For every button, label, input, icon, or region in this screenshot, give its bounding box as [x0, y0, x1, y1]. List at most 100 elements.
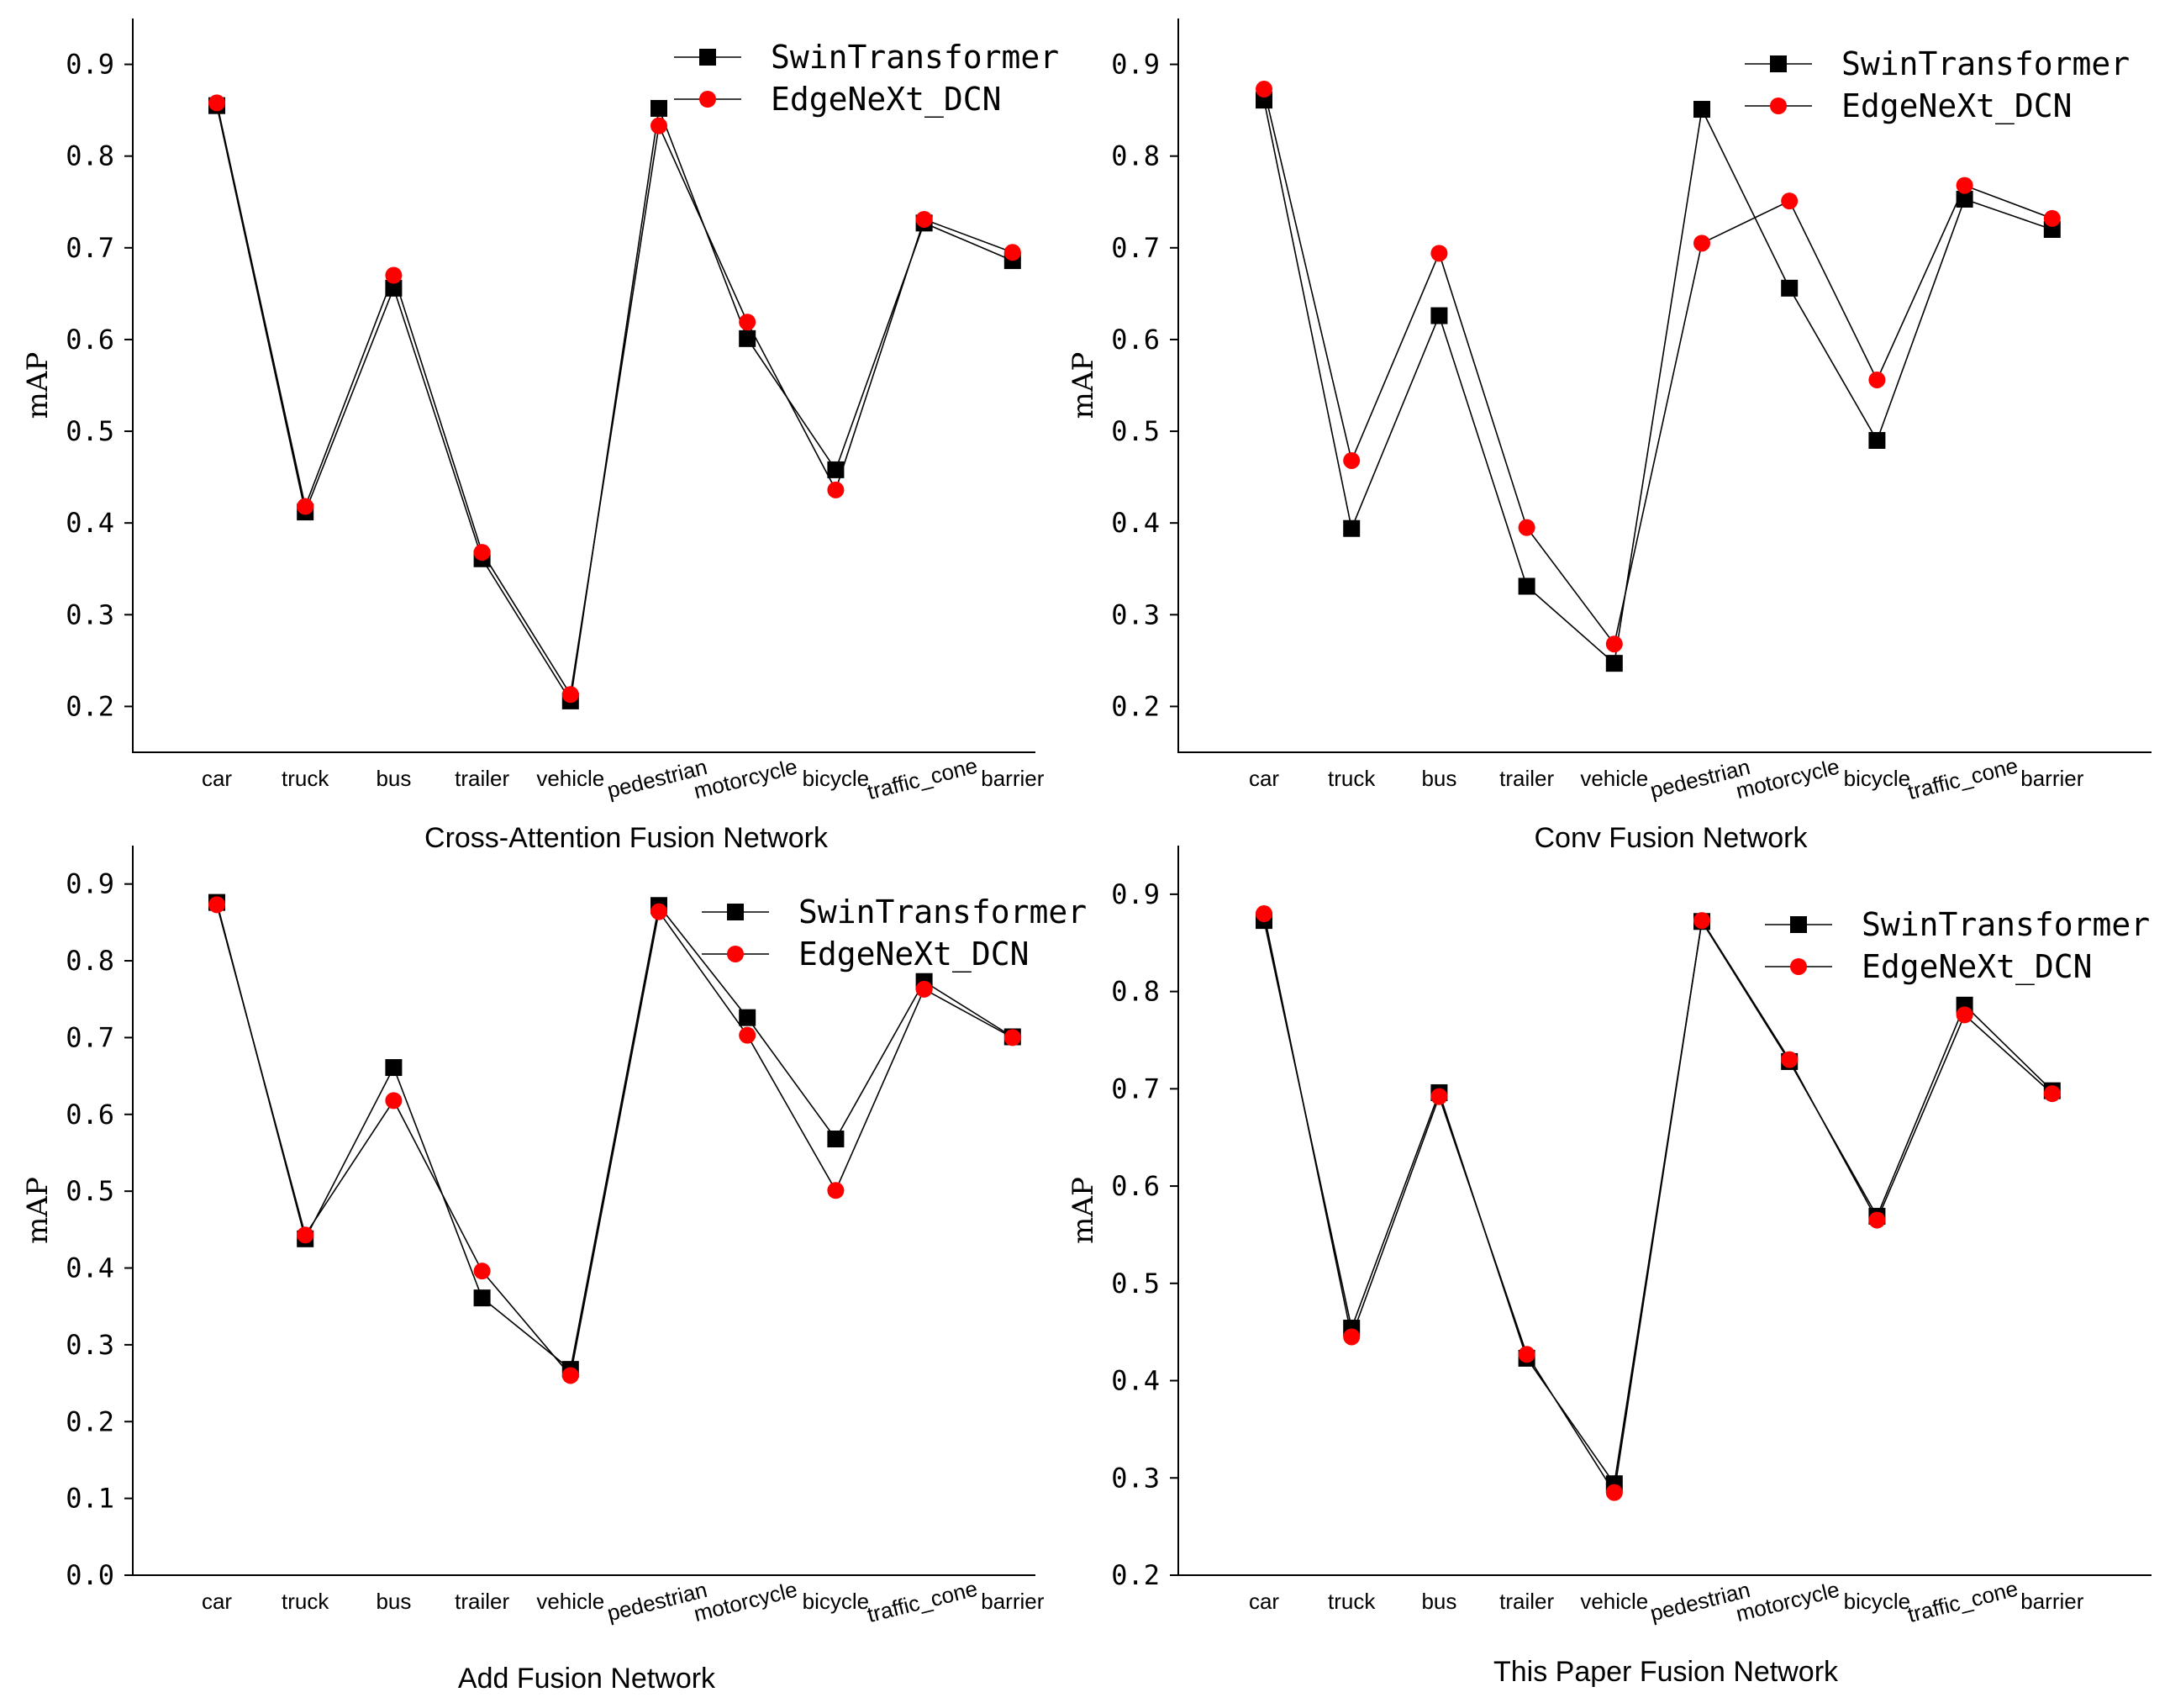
data-point-s2-8	[827, 481, 845, 498]
y-tick-label: 0.3	[1111, 1462, 1160, 1494]
y-tick-label: 0.2	[1111, 1559, 1160, 1591]
y-axis-label: mAP	[1067, 1177, 1100, 1244]
y-tick-label: 0.7	[1111, 1073, 1160, 1104]
data-point-s2-9	[1956, 177, 1973, 194]
data-point-s2-5	[1605, 1484, 1623, 1501]
series-line-1	[216, 902, 1014, 1371]
data-point-s2-9	[915, 210, 933, 228]
y-tick-label: 0.8	[1111, 976, 1160, 1008]
chart-panel-1: 0.2 0.3 0.4 0.5 0.6 0.7 0.8 0.9 mAP car truck bus tr…	[21, 18, 1059, 854]
y-tick-label: 0.9	[66, 868, 114, 900]
chart-title: Add Fusion Network	[458, 1663, 716, 1695]
data-point-s2-8	[827, 1182, 845, 1199]
x-tick-label-traffic-cone: traffic_cone	[1905, 1576, 2020, 1628]
chart-title: This Paper Fusion Network	[1493, 1656, 1839, 1688]
y-tick-label: 0.1	[66, 1483, 114, 1515]
chart-panel-2: 0.2 0.3 0.4 0.5 0.6 0.7 0.8 0.9 mAP car truck bus tr…	[1067, 18, 2152, 854]
legend-entry: SwinTransformer	[771, 39, 1059, 76]
x-tick-label-car: car	[1249, 766, 1279, 791]
x-tick-label-motorcycle: motorcycle	[1733, 754, 1841, 804]
legend-marker	[699, 49, 716, 66]
x-tick-label-traffic-cone: traffic_cone	[865, 753, 980, 805]
data-point-s1-7	[739, 1009, 756, 1026]
x-tick-label-truck: truck	[1328, 1589, 1376, 1614]
chart-panel-3: 0.0 0.1 0.2 0.3 0.4 0.5 0.6 0.7 0.8 0.9 mAP car truc…	[21, 846, 1087, 1695]
x-tick-label-trailer: trailer	[455, 1589, 509, 1614]
chart-title: Conv Fusion Network	[1534, 822, 1808, 854]
data-point-s1-7	[739, 329, 756, 347]
x-tick-label-motorcycle: motorcycle	[691, 1577, 799, 1627]
legend-marker	[727, 904, 744, 920]
y-tick-label: 0.4	[66, 507, 114, 539]
data-point-s1-9	[1956, 190, 1973, 208]
y-tick-label: 0.6	[1111, 1170, 1160, 1202]
series-line-2	[216, 103, 1014, 697]
x-tick-label-bicycle: bicycle	[803, 1589, 869, 1614]
data-point-s2-3	[385, 266, 403, 284]
y-tick-label: 0.3	[1111, 598, 1160, 630]
y-tick-label: 0.5	[1111, 1268, 1160, 1299]
series-line-1	[1263, 99, 2053, 665]
data-point-s2-4	[1518, 1346, 1535, 1363]
data-point-s2-1	[1256, 81, 1272, 98]
legend-entry: EdgeNeXt_DCN	[771, 81, 1002, 119]
data-point-s2-4	[473, 544, 491, 561]
y-tick-label: 0.7	[1111, 232, 1160, 264]
data-point-s2-4	[1518, 519, 1535, 536]
data-point-s2-5	[561, 686, 579, 704]
data-point-s2-3	[1430, 1088, 1448, 1105]
x-tick-label-motorcycle: motorcycle	[1733, 1577, 1841, 1627]
data-point-s1-2	[1343, 519, 1361, 537]
y-tick-label: 0.8	[1111, 140, 1160, 172]
y-tick-label: 0.6	[1111, 324, 1160, 356]
y-tick-label: 0.5	[66, 415, 114, 447]
data-point-s2-3	[385, 1092, 403, 1110]
data-point-s2-6	[1693, 235, 1710, 252]
legend-marker	[1790, 958, 1807, 975]
y-axis-label: mAP	[21, 352, 55, 419]
data-point-s2-10	[1003, 1029, 1021, 1046]
x-tick-label-motorcycle: motorcycle	[691, 754, 799, 804]
data-point-s2-7	[739, 1026, 756, 1044]
y-axis-label: mAP	[1067, 352, 1100, 419]
y-axis-label: mAP	[21, 1177, 55, 1244]
x-tick-label-bicycle: bicycle	[1844, 766, 1910, 791]
y-tick-label: 0.6	[66, 1099, 114, 1131]
x-tick-label-trailer: trailer	[455, 766, 509, 791]
chart-title: Cross-Attention Fusion Network	[424, 822, 829, 854]
legend-marker	[727, 946, 744, 962]
chart-panel-4: 0.2 0.3 0.4 0.5 0.6 0.7 0.8 0.9 mAP car truck bus tr…	[1067, 846, 2152, 1688]
x-tick-label-barrier: barrier	[2020, 766, 2083, 791]
x-tick-label-trailer: trailer	[1499, 1589, 1554, 1614]
x-tick-label-car: car	[1249, 1589, 1279, 1614]
series-line-2	[216, 904, 1014, 1378]
data-point-s1-4	[1518, 577, 1535, 595]
data-point-s2-4	[473, 1263, 491, 1280]
data-point-s2-6	[650, 117, 667, 134]
legend-marker	[699, 91, 716, 108]
series-line-2	[1263, 913, 2053, 1494]
legend-marker	[1790, 916, 1807, 933]
x-tick-label-bus: bus	[376, 766, 411, 791]
x-tick-label-car: car	[202, 1589, 232, 1614]
y-tick-label: 0.2	[66, 690, 114, 722]
y-tick-label: 0.8	[66, 140, 114, 172]
y-tick-label: 0.4	[1111, 1365, 1160, 1397]
y-tick-label: 0.9	[1111, 49, 1160, 81]
legend-entry: EdgeNeXt_DCN	[798, 936, 1030, 973]
data-point-s2-5	[561, 1367, 579, 1384]
data-point-s2-1	[1256, 905, 1272, 923]
y-tick-label: 0.5	[66, 1175, 114, 1207]
data-point-s2-6	[1693, 912, 1710, 930]
legend-entry: SwinTransformer	[1862, 906, 2150, 943]
x-tick-label-truck: truck	[282, 1589, 329, 1614]
x-tick-label-bus: bus	[376, 1589, 411, 1614]
data-point-s2-10	[2043, 209, 2061, 227]
y-tick-label: 0.3	[66, 598, 114, 630]
x-tick-label-truck: truck	[1328, 766, 1376, 791]
data-point-s2-6	[650, 903, 667, 920]
data-point-s2-9	[1956, 1006, 1973, 1024]
data-point-s2-1	[208, 896, 225, 914]
data-point-s2-9	[915, 980, 933, 998]
